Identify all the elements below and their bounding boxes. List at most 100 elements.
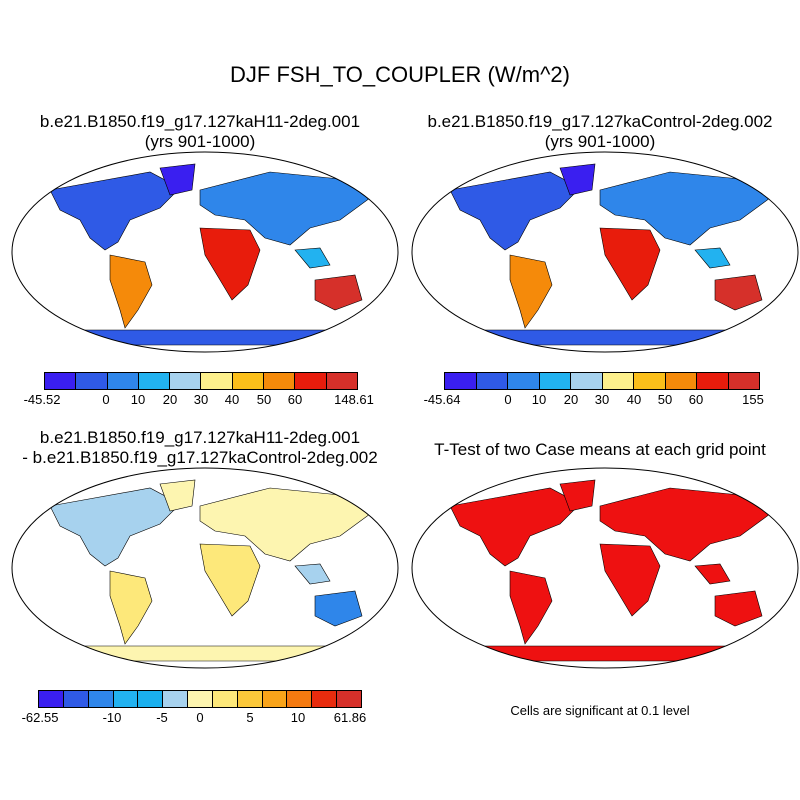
landmass-northAmerica bbox=[449, 487, 581, 567]
colorbar-swatch bbox=[39, 691, 64, 707]
colorbar-swatch bbox=[138, 691, 164, 707]
colorbar-swatch bbox=[45, 373, 77, 389]
map-panel-4 bbox=[411, 467, 799, 669]
panel-4-title: T-Test of two Case means at each grid po… bbox=[400, 440, 800, 460]
landmass-australia bbox=[714, 274, 763, 311]
panel-1-title-line2: (yrs 901-1000) bbox=[144, 132, 256, 151]
cb3-tick: 61.86 bbox=[333, 710, 367, 725]
landmass-africa bbox=[199, 543, 261, 617]
landmass-seAsia bbox=[694, 563, 731, 585]
cb3-tick: 5 bbox=[246, 710, 254, 725]
colorbar-swatch bbox=[697, 373, 729, 389]
cb2-tick: 40 bbox=[626, 392, 642, 407]
cb1-tick: 0 bbox=[102, 392, 110, 407]
cb3-tick: -5 bbox=[156, 710, 168, 725]
colorbar-swatch bbox=[170, 373, 202, 389]
cb2-tick: 155 bbox=[742, 392, 764, 407]
cb2-tick: 10 bbox=[531, 392, 547, 407]
panel-4-title-line1: T-Test of two Case means at each grid po… bbox=[434, 440, 766, 459]
colorbar-swatch bbox=[312, 691, 338, 707]
cb1-tick: 30 bbox=[193, 392, 209, 407]
landmass-northAmerica bbox=[49, 487, 181, 567]
landmass-africa bbox=[199, 227, 261, 301]
cb3-tick: -10 bbox=[102, 710, 122, 725]
colorbar-swatch bbox=[539, 373, 571, 389]
cb3-tick: 10 bbox=[290, 710, 306, 725]
landmass-australia bbox=[314, 590, 363, 627]
panel-1-title-line1: b.e21.B1850.f19_g17.127kaH11-2deg.001 bbox=[39, 112, 361, 131]
landmass-southAmerica bbox=[509, 254, 553, 329]
panel-3-title-line2: - b.e21.B1850.f19_g17.127kaControl-2deg.… bbox=[22, 448, 378, 467]
map-frame bbox=[11, 151, 399, 353]
landmass-antarctica bbox=[479, 645, 731, 662]
colorbar-swatch bbox=[262, 691, 288, 707]
landmass-antarctica bbox=[79, 645, 331, 662]
panel-3-title: b.e21.B1850.f19_g17.127kaH11-2deg.001 - … bbox=[0, 428, 400, 468]
significance-note: Cells are significant at 0.1 level bbox=[510, 703, 690, 718]
main-title: DJF FSH_TO_COUPLER (W/m^2) bbox=[230, 62, 570, 87]
colorbar-1-ticks: -45.52 0 10 20 30 40 50 60 148.61 bbox=[24, 392, 374, 408]
cb2-tick: 60 bbox=[688, 392, 704, 407]
colorbar-swatch bbox=[337, 691, 361, 707]
panel-2-title-line1: b.e21.B1850.f19_g17.127kaControl-2deg.00… bbox=[427, 112, 773, 131]
landmass-seAsia bbox=[294, 247, 331, 269]
colorbar-swatch bbox=[634, 373, 666, 389]
cb2-tick: 30 bbox=[594, 392, 610, 407]
panel-2-title-line2: (yrs 901-1000) bbox=[544, 132, 656, 151]
colorbar-swatch bbox=[264, 373, 296, 389]
map-frame bbox=[411, 151, 799, 353]
landmass-seAsia bbox=[294, 563, 331, 585]
cb1-tick: 148.61 bbox=[334, 392, 374, 407]
panel-2-title: b.e21.B1850.f19_g17.127kaControl-2deg.00… bbox=[400, 112, 800, 152]
landmass-greenland bbox=[159, 163, 196, 196]
landmass-greenland bbox=[559, 163, 596, 196]
colorbar-swatch bbox=[63, 691, 89, 707]
colorbar-1 bbox=[44, 372, 358, 390]
map-panel-1 bbox=[11, 151, 399, 353]
landmass-seAsia bbox=[694, 247, 731, 269]
cb1-tick: 20 bbox=[162, 392, 178, 407]
panel-3-title-line1: b.e21.B1850.f19_g17.127kaH11-2deg.001 bbox=[39, 428, 361, 447]
colorbar-swatch bbox=[508, 373, 540, 389]
cb3-tick: 0 bbox=[196, 710, 204, 725]
colorbar-swatch bbox=[113, 691, 139, 707]
colorbar-swatch bbox=[295, 373, 327, 389]
colorbar-swatch bbox=[188, 691, 213, 707]
cb1-tick: 10 bbox=[130, 392, 146, 407]
colorbar-swatch bbox=[88, 691, 114, 707]
cb2-tick: 20 bbox=[563, 392, 579, 407]
cb1-tick: 50 bbox=[256, 392, 272, 407]
landmass-africa bbox=[599, 543, 661, 617]
landmass-northAmerica bbox=[449, 171, 581, 251]
cb1-tick: 60 bbox=[287, 392, 303, 407]
colorbar-swatch bbox=[287, 691, 313, 707]
colorbar-3 bbox=[38, 690, 362, 708]
landmass-africa bbox=[599, 227, 661, 301]
cb1-tick: -45.52 bbox=[23, 392, 61, 407]
cb2-tick: 0 bbox=[504, 392, 512, 407]
map-panel-3 bbox=[11, 467, 399, 669]
landmass-antarctica bbox=[479, 329, 731, 346]
colorbar-swatch bbox=[107, 373, 139, 389]
colorbar-swatch bbox=[76, 373, 108, 389]
colorbar-2-ticks: -45.64 0 10 20 30 40 50 60 155 bbox=[424, 392, 764, 408]
landmass-greenland bbox=[159, 479, 196, 512]
landmass-antarctica bbox=[79, 329, 331, 346]
colorbar-swatch bbox=[212, 691, 238, 707]
cb3-tick: -62.55 bbox=[21, 710, 59, 725]
landmass-southAmerica bbox=[109, 254, 153, 329]
landmass-northAmerica bbox=[49, 171, 181, 251]
cb2-tick: -45.64 bbox=[423, 392, 461, 407]
colorbar-swatch bbox=[665, 373, 697, 389]
panel-1-title: b.e21.B1850.f19_g17.127kaH11-2deg.001 (y… bbox=[0, 112, 400, 152]
cb2-tick: 50 bbox=[657, 392, 673, 407]
map-frame bbox=[411, 467, 799, 669]
colorbar-swatch bbox=[326, 373, 357, 389]
cb1-tick: 40 bbox=[224, 392, 240, 407]
colorbar-swatch bbox=[602, 373, 634, 389]
colorbar-swatch bbox=[728, 373, 759, 389]
colorbar-2 bbox=[444, 372, 760, 390]
colorbar-swatch bbox=[201, 373, 233, 389]
colorbar-swatch bbox=[232, 373, 265, 389]
map-panel-2 bbox=[411, 151, 799, 353]
